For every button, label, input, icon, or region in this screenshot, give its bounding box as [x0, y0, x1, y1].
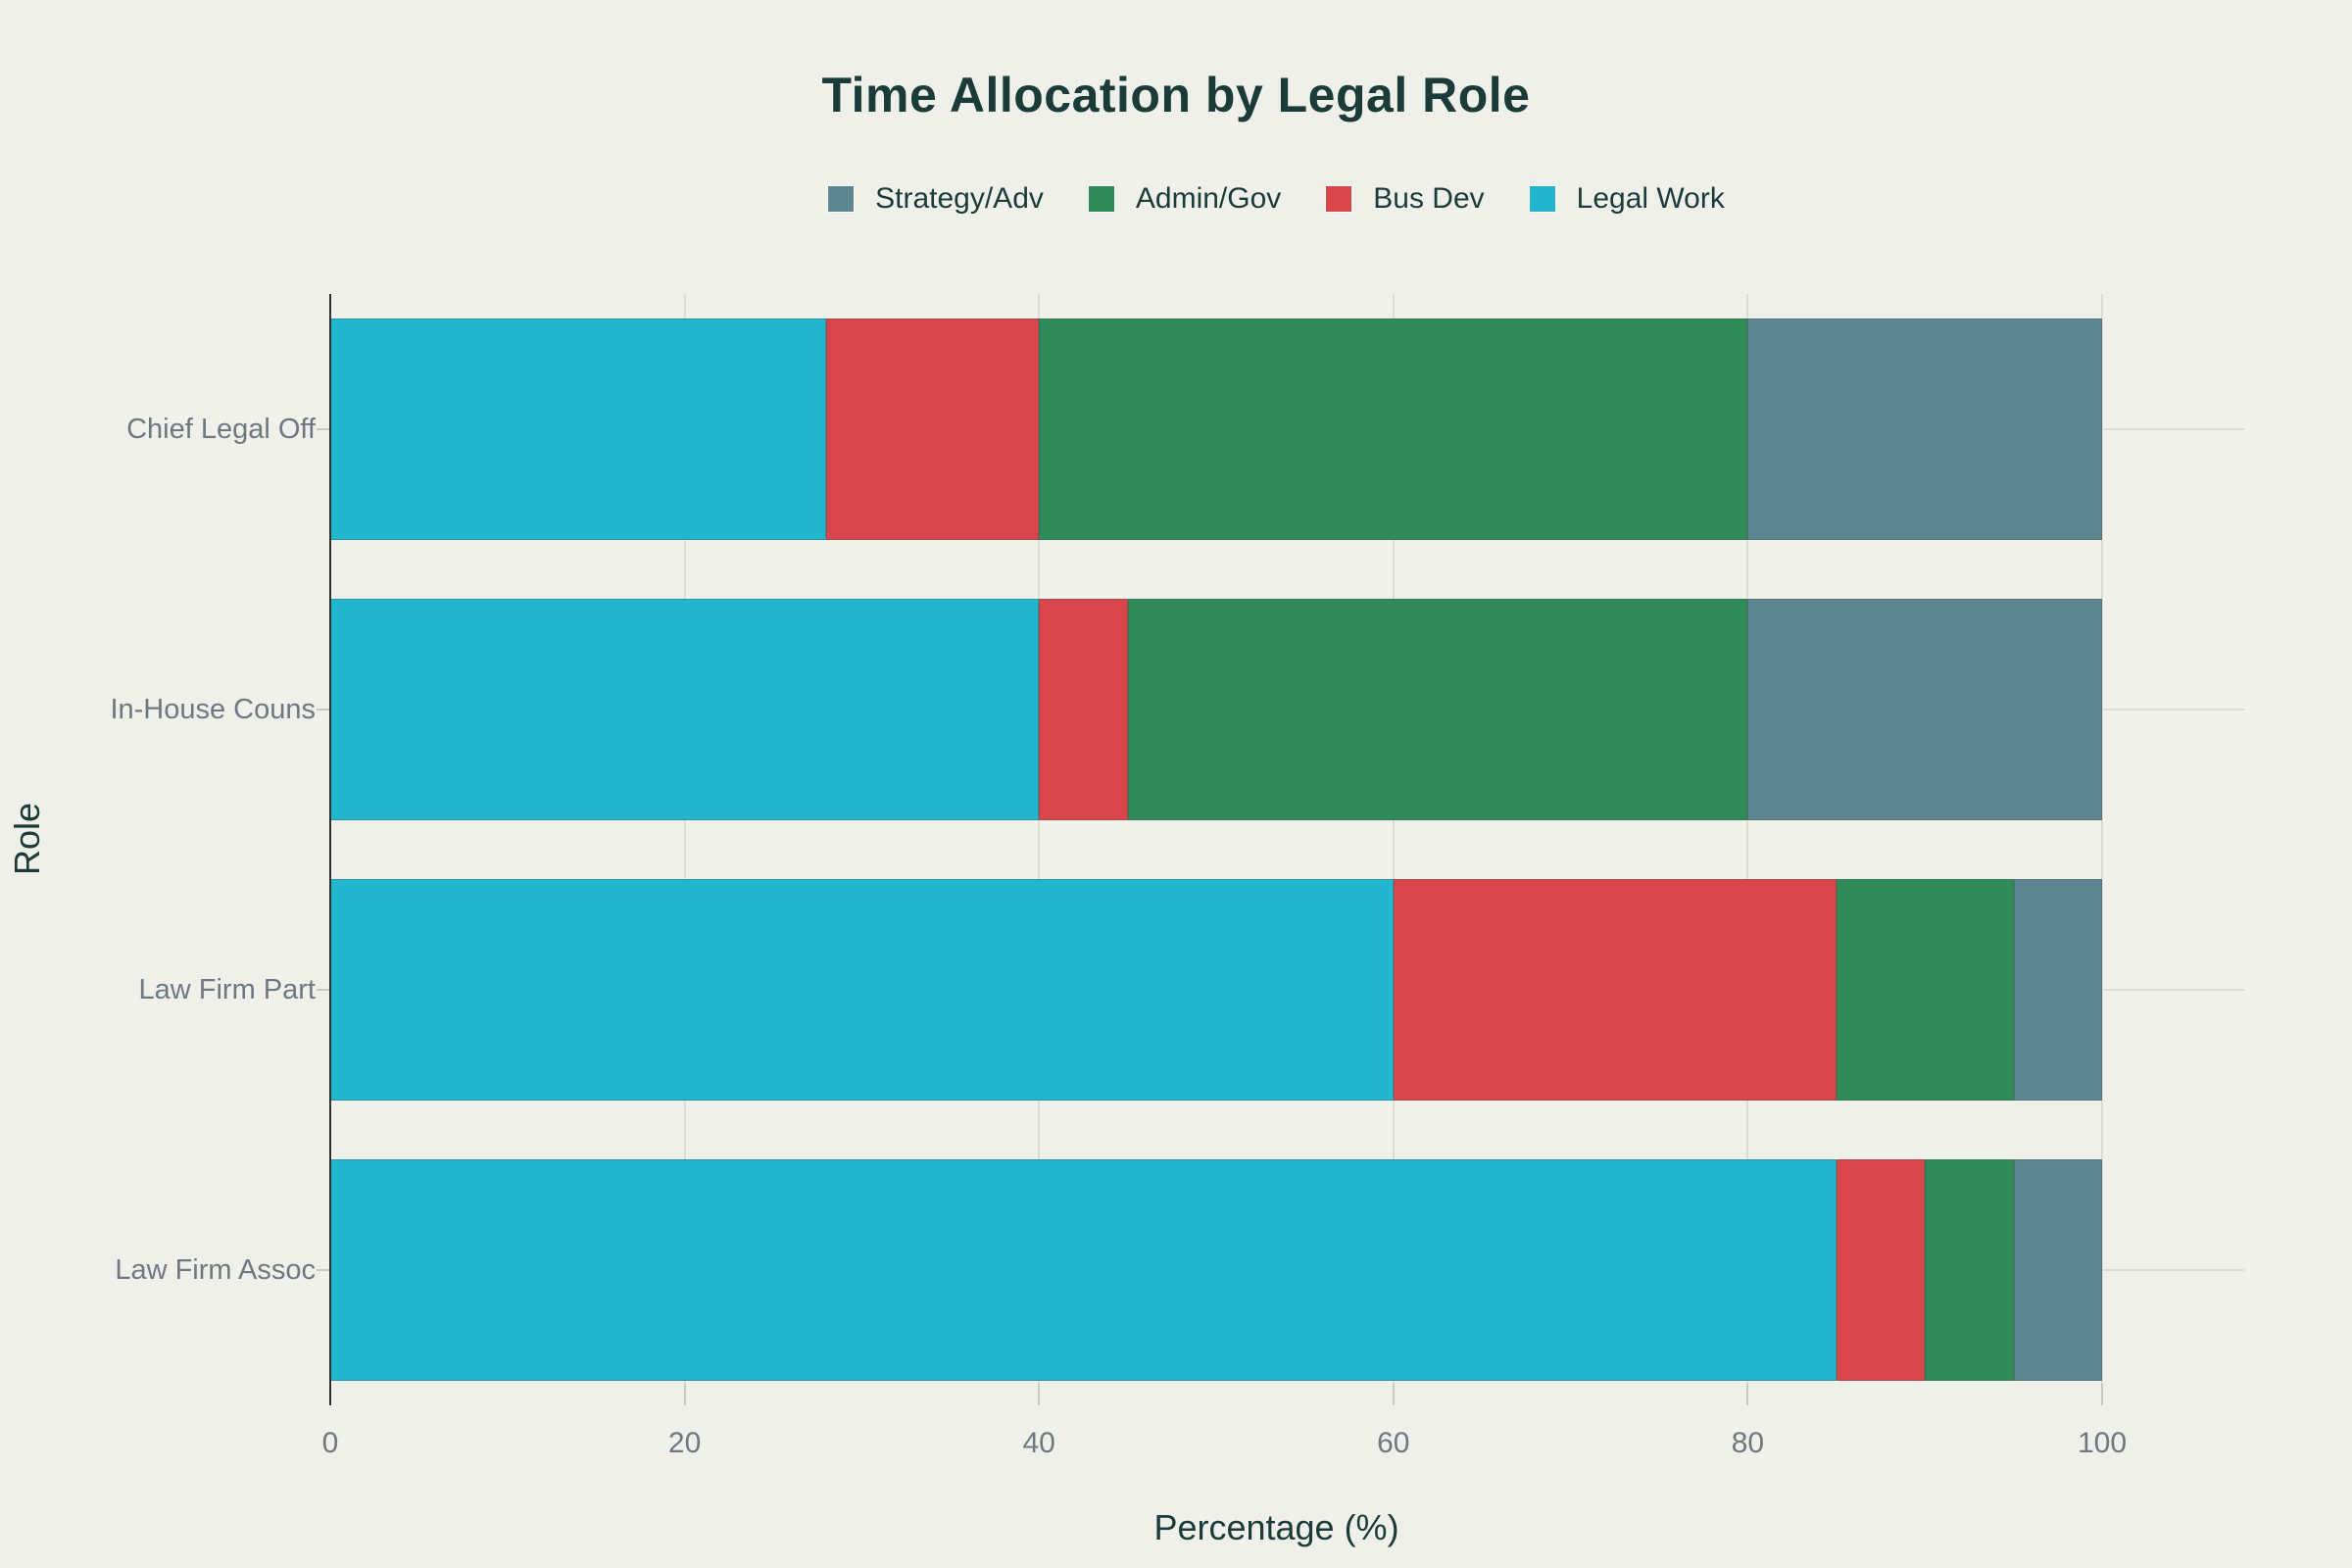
legend-label: Strategy/Adv [875, 182, 1044, 215]
bar-row [330, 879, 2223, 1101]
x-tick-label: 40 [1022, 1427, 1055, 1459]
bar-segment-legal-work[interactable] [330, 879, 1394, 1101]
y-tick-label: Chief Legal Off [126, 414, 316, 445]
legend-label: Admin/Gov [1135, 182, 1282, 215]
x-gridline [683, 294, 686, 1384]
legend-label: Legal Work [1576, 182, 1725, 215]
y-axis-line [329, 294, 331, 1405]
legend-swatch-icon [828, 186, 855, 212]
y-tick-mark [317, 989, 330, 991]
x-gridline [1038, 294, 1041, 1384]
bar-segment-strategy-adv[interactable] [2013, 879, 2102, 1101]
bar-segment-strategy-adv[interactable] [2013, 1159, 2102, 1381]
bar-segment-admin-gov[interactable] [1925, 1159, 2014, 1381]
bar-row [330, 599, 2223, 820]
y-tick-label: Law Firm Part [138, 974, 316, 1005]
x-tick-mark [1038, 1384, 1041, 1405]
plot-area [317, 294, 2244, 1405]
legend-label: Bus Dev [1373, 182, 1485, 215]
bar-segment-bus-dev[interactable] [1039, 599, 1128, 820]
bar-segment-bus-dev[interactable] [826, 318, 1040, 540]
bar-segment-legal-work[interactable] [330, 599, 1040, 820]
y-axis-title: Role [7, 802, 47, 876]
x-tick-label: 80 [1731, 1427, 1765, 1459]
bar-segment-legal-work[interactable] [330, 1159, 1837, 1381]
legend-swatch-icon [1529, 186, 1555, 212]
x-tick-label: 60 [1377, 1427, 1410, 1459]
legend-item[interactable]: Admin/Gov [1088, 182, 1282, 215]
x-tick-mark [683, 1384, 686, 1405]
legend-item[interactable]: Strategy/Adv [828, 184, 1044, 214]
y-tick-mark [317, 428, 330, 430]
bar-segment-legal-work[interactable] [330, 318, 827, 540]
x-tick-label: 100 [2077, 1427, 2128, 1459]
bar-segment-strategy-adv[interactable] [1747, 318, 2102, 540]
x-tick-label: 0 [321, 1427, 339, 1459]
x-axis-title: Percentage (%) [1153, 1507, 1399, 1547]
y-tick-mark [317, 709, 330, 710]
x-tick-mark [2101, 1384, 2103, 1405]
legend: Strategy/Adv Admin/Gov Bus Dev Legal Work [330, 177, 2223, 220]
legend-item[interactable]: Legal Work [1529, 182, 1725, 215]
legend-swatch-icon [1088, 186, 1114, 212]
bar-row [330, 318, 2223, 540]
legend-item[interactable]: Bus Dev [1326, 182, 1485, 215]
chart-title: Time Allocation by Legal Role [821, 68, 1531, 122]
bar-segment-admin-gov[interactable] [1039, 318, 1748, 540]
y-tick-label: Law Firm Assoc [115, 1254, 316, 1286]
y-tick-mark [317, 1269, 330, 1271]
bar-segment-admin-gov[interactable] [1836, 879, 2014, 1101]
x-gridline [1746, 294, 1749, 1384]
bar-segment-bus-dev[interactable] [1393, 879, 1837, 1101]
x-tick-mark [1392, 1384, 1395, 1405]
x-tick-mark [1746, 1384, 1749, 1405]
x-tick-label: 20 [667, 1427, 702, 1459]
bar-row [330, 1159, 2223, 1381]
bar-segment-bus-dev[interactable] [1836, 1159, 1926, 1381]
x-gridline [1392, 294, 1395, 1384]
bar-segment-admin-gov[interactable] [1127, 599, 1748, 820]
legend-swatch-icon [1326, 186, 1352, 212]
bar-segment-strategy-adv[interactable] [1747, 599, 2102, 820]
y-tick-label: In-House Couns [110, 694, 316, 725]
x-gridline [2101, 294, 2103, 1384]
